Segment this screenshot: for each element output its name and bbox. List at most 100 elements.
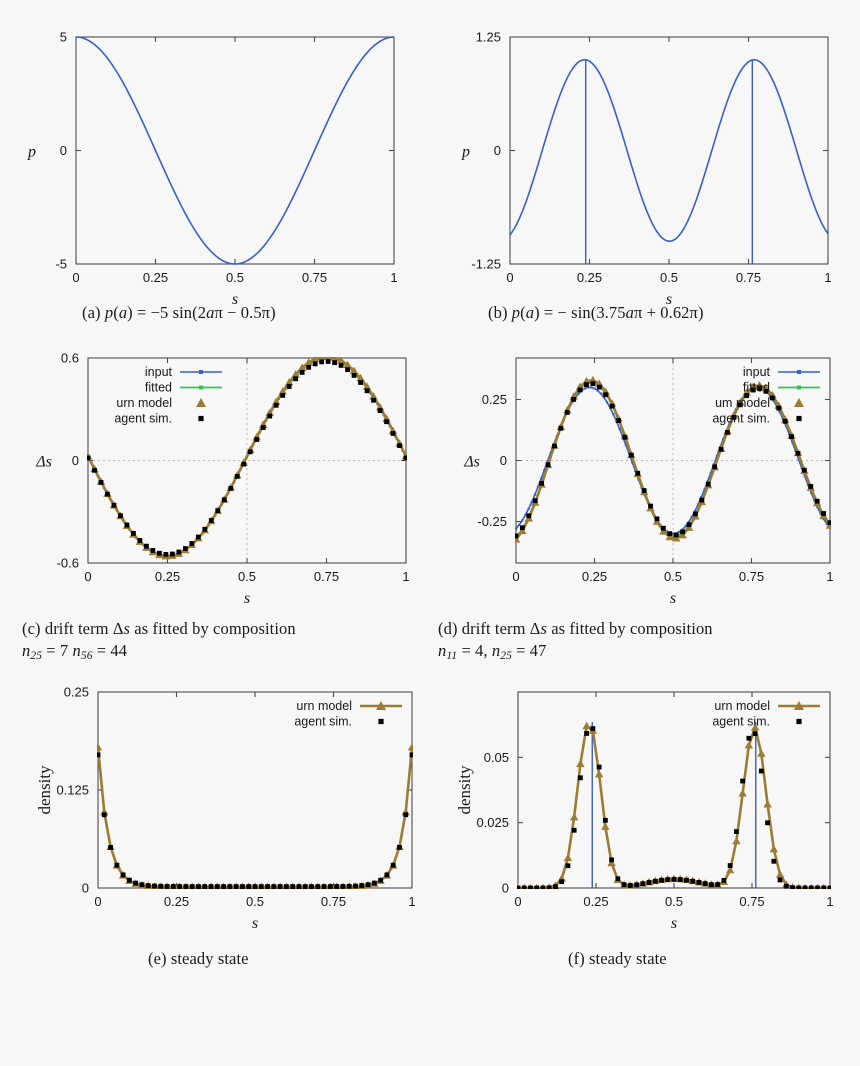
marker-dot bbox=[634, 469, 637, 472]
x-tick-label: 0 bbox=[72, 270, 79, 285]
marker-square bbox=[158, 883, 164, 889]
marker-dot bbox=[631, 461, 634, 464]
marker-square bbox=[111, 502, 117, 508]
marker-square bbox=[377, 408, 383, 413]
x-tick-label: 0.5 bbox=[226, 270, 244, 285]
marker-square bbox=[150, 548, 156, 553]
marker-square bbox=[254, 437, 260, 442]
marker-square bbox=[545, 462, 551, 468]
marker-square bbox=[686, 522, 692, 528]
marker-square bbox=[696, 880, 702, 885]
marker-square bbox=[565, 863, 571, 869]
marker-triangle bbox=[407, 743, 413, 751]
marker-square bbox=[241, 461, 247, 467]
marker-triangle bbox=[672, 534, 681, 542]
marker-square bbox=[795, 450, 801, 456]
marker-square bbox=[553, 884, 558, 889]
marker-square bbox=[783, 883, 789, 889]
marker-square bbox=[539, 480, 545, 486]
caption-a: (a) p(a) = −5 sin(2aπ − 0.5π) bbox=[82, 302, 412, 324]
marker-square bbox=[302, 884, 308, 889]
marker-square bbox=[183, 884, 189, 889]
marker-square bbox=[409, 752, 413, 758]
x-tick-label: 0.75 bbox=[321, 894, 346, 909]
marker-square bbox=[641, 488, 647, 493]
panel-d: 0 0.25 0.5 0.75 1 -0.25 0 0.25 s Δs input fitted um … bbox=[432, 345, 850, 607]
y-tick-label: 0.025 bbox=[476, 815, 509, 830]
marker-square bbox=[769, 395, 775, 401]
marker-dot bbox=[583, 387, 587, 390]
marker-square bbox=[338, 363, 344, 368]
marker-dot bbox=[806, 483, 810, 486]
legend-key-marker bbox=[199, 370, 203, 374]
marker-square bbox=[815, 885, 820, 889]
marker-square bbox=[596, 384, 602, 390]
marker-dot bbox=[810, 491, 813, 494]
marker-square bbox=[721, 878, 727, 883]
x-tick-label: 0.75 bbox=[739, 894, 764, 909]
caption-d-line1: (d) drift term Δs as fitted by compositi… bbox=[438, 619, 713, 638]
marker-dot bbox=[605, 401, 609, 404]
marker-dot bbox=[797, 458, 800, 461]
marker-triangle bbox=[362, 382, 372, 390]
marker-triangle bbox=[594, 770, 604, 778]
marker-square bbox=[240, 884, 245, 889]
marker-dot bbox=[703, 488, 706, 491]
legend-label: urn model bbox=[714, 699, 770, 713]
marker-square bbox=[577, 387, 583, 393]
marker-triangle bbox=[278, 387, 287, 395]
marker-square bbox=[131, 531, 136, 536]
panel-c: 0 0.25 0.5 0.75 1 -0.6 0 0.6 s Δs input fitted urn m… bbox=[20, 345, 430, 608]
marker-triangle bbox=[349, 366, 359, 374]
marker-triangle bbox=[576, 759, 585, 768]
x-axis-label: s bbox=[252, 915, 258, 932]
marker-dot bbox=[772, 399, 775, 402]
marker-square bbox=[752, 731, 758, 737]
x-tick-label: 1 bbox=[408, 894, 415, 909]
marker-triangle bbox=[678, 530, 687, 539]
marker-dot bbox=[549, 451, 552, 455]
marker-dot bbox=[784, 425, 788, 428]
data-layer bbox=[97, 743, 413, 889]
marker-square bbox=[156, 550, 162, 556]
marker-square bbox=[584, 382, 589, 388]
x-tick-label: 0.5 bbox=[238, 569, 256, 584]
marker-square bbox=[221, 497, 227, 503]
marker-square bbox=[371, 880, 377, 886]
marker-square bbox=[526, 513, 532, 519]
legend-label: urn model bbox=[296, 699, 352, 713]
marker-square bbox=[284, 884, 289, 889]
marker-dot bbox=[803, 475, 806, 478]
marker-square bbox=[622, 434, 628, 440]
legend-label: agent sim. bbox=[712, 715, 770, 729]
y-axis-label: Δs bbox=[463, 454, 480, 471]
legend-label: fitted bbox=[743, 381, 770, 395]
data-layer bbox=[517, 721, 831, 889]
marker-dot bbox=[678, 530, 681, 534]
marker-square bbox=[734, 829, 739, 834]
legend-label: agent sim. bbox=[294, 715, 352, 729]
plot-background bbox=[98, 692, 412, 888]
marker-dot bbox=[781, 417, 784, 420]
marker-square bbox=[750, 387, 756, 393]
marker-dot bbox=[599, 392, 602, 395]
marker-square bbox=[267, 413, 273, 419]
marker-square bbox=[403, 812, 409, 818]
y-tick-label: 5 bbox=[60, 30, 67, 45]
marker-square bbox=[640, 881, 646, 887]
marker-square bbox=[144, 543, 149, 549]
marker-square bbox=[277, 884, 283, 889]
marker-triangle bbox=[725, 865, 735, 874]
marker-square bbox=[306, 364, 312, 370]
marker-square bbox=[358, 380, 363, 385]
marker-square bbox=[208, 884, 214, 889]
marker-square bbox=[635, 470, 641, 476]
marker-triangle bbox=[310, 357, 320, 362]
marker-triangle bbox=[563, 853, 573, 862]
marker-square bbox=[693, 511, 698, 517]
y-tick-label: 0.25 bbox=[64, 685, 89, 700]
marker-square bbox=[648, 503, 653, 509]
legend-label: um model bbox=[715, 396, 770, 410]
marker-dot bbox=[587, 386, 590, 389]
marker-square bbox=[127, 877, 132, 883]
